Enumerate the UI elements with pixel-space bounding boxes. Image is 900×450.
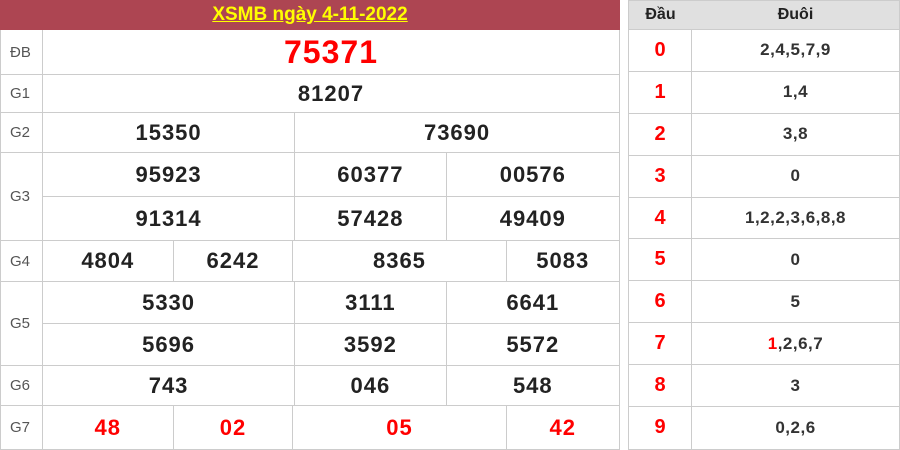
duoi-values: 1,4 — [692, 72, 899, 113]
duoi-text: 5 — [790, 291, 801, 311]
dau-duoi-row-3: 3 0 — [629, 155, 899, 198]
duoi-values: 0 — [692, 239, 899, 280]
prize-row-g1: G1 81207 — [1, 75, 619, 113]
duoi-text: 3 — [790, 375, 801, 395]
dau-duoi-row-1: 1 1,4 — [629, 71, 899, 114]
duoi-text: 1,2,2,3,6,8,8 — [744, 208, 847, 227]
duoi-text: 1,4 — [782, 82, 809, 102]
prize-number: 73690 — [294, 113, 619, 152]
prize-label-g5: G5 — [1, 282, 43, 365]
duoi-values: 1,2,2,3,6,8,8 — [692, 198, 899, 239]
prize-label-g4: G4 — [1, 241, 43, 281]
prize-number: 4804 — [81, 248, 135, 273]
duoi-values: 1,2,6,7 — [692, 323, 899, 364]
dau-digit: 4 — [629, 197, 692, 239]
dau-duoi-row-9: 9 0,2,6 — [629, 407, 899, 449]
prize-row-g3: G3 95923 60377 00576 91314 57428 49409 — [1, 153, 619, 241]
dau-duoi-row-6: 6 5 — [629, 281, 899, 324]
results-title-link[interactable]: XSMB ngày 4-11-2022 — [212, 4, 408, 25]
dau-digit: 3 — [629, 155, 692, 197]
prize-row-g2: G2 15350 73690 — [1, 113, 619, 153]
prize-number: 91314 — [135, 205, 202, 231]
prize-row-g7: G7 48 02 05 42 — [1, 406, 619, 450]
duoi-text: 2,4,5,7,9 — [760, 40, 831, 60]
prize-number: 548 — [445, 366, 619, 405]
prize-row-db: ĐB 75371 — [1, 30, 619, 75]
prize-number: 15350 — [135, 119, 202, 145]
prize-label-g3: G3 — [1, 153, 43, 240]
dau-duoi-header: Đầu Đuôi — [629, 1, 899, 30]
prize-number: 5696 — [142, 331, 196, 357]
dau-duoi-table: Đầu Đuôi 0 2,4,5,7,9 1 1,4 2 3,8 3 0 4 1… — [628, 0, 900, 450]
prize-number: 5572 — [445, 324, 619, 365]
prize-number: 81207 — [297, 80, 365, 106]
prize-number: 8365 — [292, 241, 505, 281]
dau-digit: 2 — [629, 113, 692, 155]
prize-row-g6: G6 743 046 548 — [1, 366, 619, 406]
dau-duoi-row-0: 0 2,4,5,7,9 — [629, 30, 899, 72]
duoi-text: 0 — [790, 166, 801, 186]
dau-duoi-row-7: 7 1,2,6,7 — [629, 323, 899, 366]
duoi-header: Đuôi — [777, 6, 814, 23]
duoi-text: 0 — [790, 249, 801, 269]
duoi-values: 5 — [692, 281, 899, 322]
prize-number: 3111 — [294, 282, 445, 323]
dau-duoi-row-8: 8 3 — [629, 365, 899, 408]
duoi-text: 0,2,6 — [775, 417, 816, 437]
results-title-bar: XSMB ngày 4-11-2022 — [0, 0, 620, 30]
dau-digit: 5 — [629, 239, 692, 281]
prize-number: 95923 — [135, 161, 202, 187]
dau-digit: 8 — [629, 365, 692, 407]
dau-digit: 6 — [629, 281, 692, 323]
prize-number: 75371 — [284, 33, 378, 70]
dau-digit: 9 — [629, 407, 692, 449]
prize-number: 743 — [148, 372, 189, 398]
prize-row-g4: G4 4804 6242 8365 5083 — [1, 241, 619, 282]
xsmb-results-table: XSMB ngày 4-11-2022 ĐB 75371 G1 81207 G2… — [0, 0, 620, 450]
prize-number: 49409 — [445, 197, 619, 240]
dau-duoi-row-5: 5 0 — [629, 239, 899, 282]
prize-label-g2: G2 — [1, 113, 43, 152]
duoi-text: 3,8 — [782, 124, 809, 144]
prize-number: 6641 — [445, 282, 619, 323]
prize-number: 02 — [172, 406, 293, 449]
prize-number: 5330 — [142, 289, 196, 315]
results-table-body: ĐB 75371 G1 81207 G2 15350 73690 G3 — [0, 30, 620, 450]
prize-number: 5083 — [505, 241, 619, 281]
prize-number: 00576 — [445, 153, 619, 196]
prize-number: 6242 — [172, 241, 293, 281]
prize-label-g7: G7 — [1, 406, 43, 449]
prize-number: 57428 — [294, 197, 445, 240]
prize-number: 3592 — [294, 324, 445, 365]
prize-label-g6: G6 — [1, 366, 43, 405]
prize-label-db: ĐB — [1, 30, 43, 74]
prize-number: 60377 — [294, 153, 445, 196]
dau-duoi-row-4: 4 1,2,2,3,6,8,8 — [629, 197, 899, 240]
prize-label-g1: G1 — [1, 75, 43, 112]
dau-header: Đầu — [645, 6, 676, 23]
prize-row-g5: G5 5330 3111 6641 5696 3592 5572 — [1, 282, 619, 366]
dau-digit: 0 — [629, 30, 692, 71]
prize-number: 046 — [294, 366, 445, 405]
prize-number: 05 — [292, 406, 505, 449]
dau-duoi-row-2: 2 3,8 — [629, 113, 899, 156]
dau-digit: 1 — [629, 71, 692, 113]
duoi-values: 2,4,5,7,9 — [692, 30, 899, 71]
dau-digit: 7 — [629, 323, 692, 365]
duoi-text: ,2,6,7 — [777, 333, 824, 353]
duoi-values: 3,8 — [692, 114, 899, 155]
prize-number: 42 — [505, 406, 619, 449]
duoi-values: 3 — [692, 365, 899, 406]
duoi-values: 0,2,6 — [692, 407, 899, 449]
duoi-highlight: 1 — [767, 333, 778, 353]
prize-number: 48 — [94, 414, 122, 440]
duoi-values: 0 — [692, 156, 899, 197]
